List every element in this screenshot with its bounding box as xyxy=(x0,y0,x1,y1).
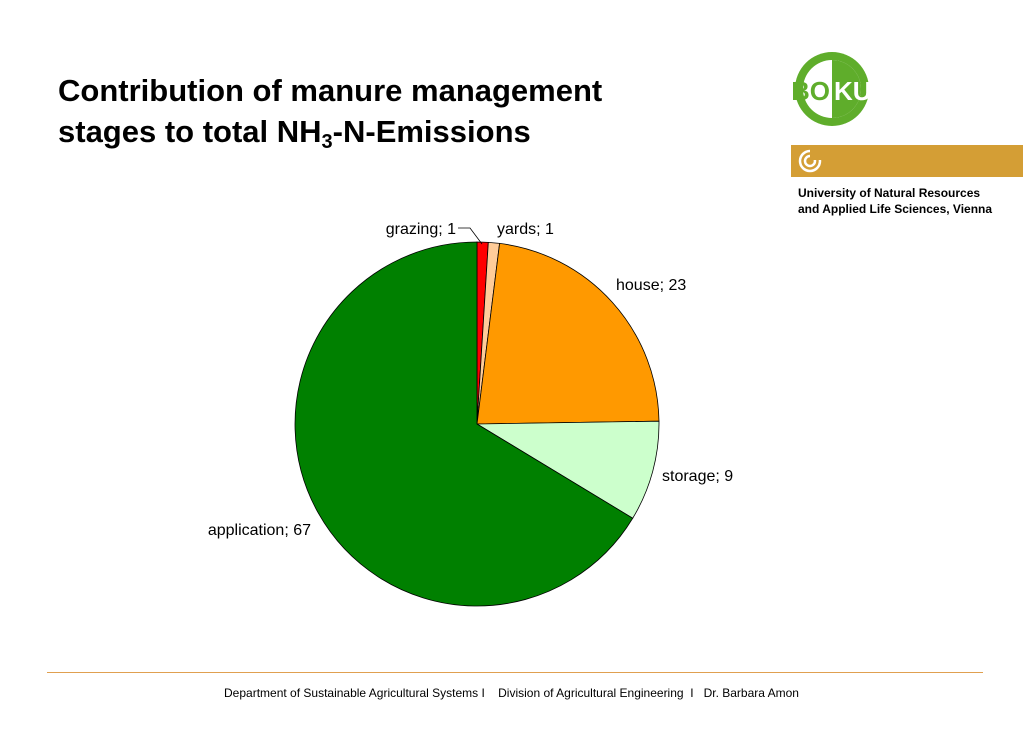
logo-letters-left: BO xyxy=(793,76,830,106)
leader-line-grazing xyxy=(458,227,483,245)
title-line-2-pre: stages to total NH xyxy=(58,114,322,149)
logo-inner-green-half xyxy=(832,60,861,118)
title-subscript: 3 xyxy=(321,131,333,153)
page-title: Contribution of manure management stages… xyxy=(58,70,758,152)
spiral-icon xyxy=(798,149,822,173)
university-line-2: and Applied Life Sciences, Vienna xyxy=(798,202,993,216)
pie-slice-application xyxy=(294,241,634,607)
data-label-storage: storage; 9 xyxy=(662,468,733,485)
data-label-house: house; 23 xyxy=(616,277,686,294)
data-label-grazing: grazing; 1 xyxy=(386,221,456,238)
pie-slice-storage xyxy=(475,420,660,519)
data-label-application: application; 67 xyxy=(208,522,311,539)
title-line-2-post: -N-Emissions xyxy=(332,114,531,149)
footer-divider xyxy=(47,672,983,673)
pie-slice-house xyxy=(476,242,660,425)
footer-text: Department of Sustainable Agricultural S… xyxy=(224,686,799,700)
title-line-1: Contribution of manure management xyxy=(58,73,603,108)
logo-bar xyxy=(791,145,1023,177)
boku-logo: BO KU xyxy=(793,52,872,126)
data-label-yards: yards; 1 xyxy=(497,221,554,238)
university-line-1: University of Natural Resources xyxy=(798,186,981,200)
university-name: University of Natural Resources and Appl… xyxy=(798,185,1020,217)
logo-letters-right: KU xyxy=(834,76,872,106)
